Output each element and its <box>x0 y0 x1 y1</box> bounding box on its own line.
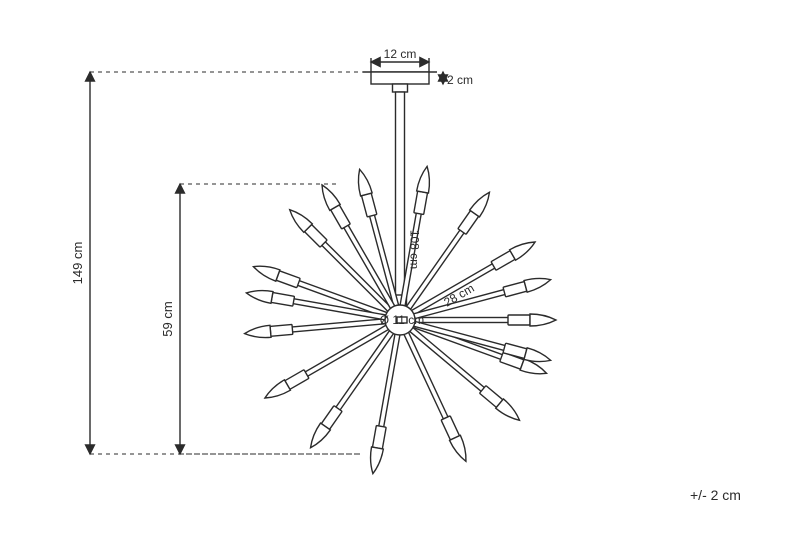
total-height-label: 149 cm <box>70 242 85 285</box>
canopy-height-label: 2 cm <box>447 73 473 87</box>
tolerance-label: +/- 2 cm <box>690 487 741 503</box>
hub-diameter-label: Ø 11 cm <box>380 313 424 327</box>
canopy <box>371 72 429 84</box>
down-rod <box>396 92 405 307</box>
sputnik-height-label: 59 cm <box>160 301 175 336</box>
rod-length-label: 108 cm <box>408 230 422 269</box>
dimension-diagram: 12 cm2 cmØ 11 cm28 cm108 cm149 cm59 cm+/… <box>0 0 800 533</box>
canopy-width-label: 12 cm <box>384 47 417 61</box>
